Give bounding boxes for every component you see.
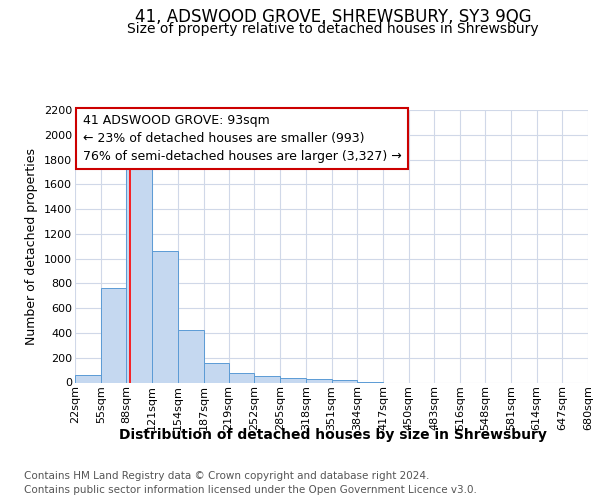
- Bar: [229, 372, 254, 382]
- Bar: [75, 375, 101, 382]
- Bar: [306, 379, 332, 382]
- Text: 41 ADSWOOD GROVE: 93sqm
← 23% of detached houses are smaller (993)
76% of semi-d: 41 ADSWOOD GROVE: 93sqm ← 23% of detache…: [83, 114, 401, 163]
- Bar: [178, 330, 203, 382]
- Bar: [254, 376, 280, 382]
- Y-axis label: Number of detached properties: Number of detached properties: [25, 148, 38, 345]
- Bar: [127, 166, 152, 382]
- Text: Contains HM Land Registry data © Crown copyright and database right 2024.: Contains HM Land Registry data © Crown c…: [24, 471, 430, 481]
- Bar: [152, 251, 178, 382]
- Text: 41, ADSWOOD GROVE, SHREWSBURY, SY3 9QG: 41, ADSWOOD GROVE, SHREWSBURY, SY3 9QG: [134, 8, 532, 26]
- Text: Size of property relative to detached houses in Shrewsbury: Size of property relative to detached ho…: [127, 22, 539, 36]
- Text: Contains public sector information licensed under the Open Government Licence v3: Contains public sector information licen…: [24, 485, 477, 495]
- Bar: [280, 378, 306, 382]
- Bar: [101, 288, 127, 382]
- Bar: [332, 380, 357, 382]
- Bar: [203, 364, 229, 382]
- Text: Distribution of detached houses by size in Shrewsbury: Distribution of detached houses by size …: [119, 428, 547, 442]
